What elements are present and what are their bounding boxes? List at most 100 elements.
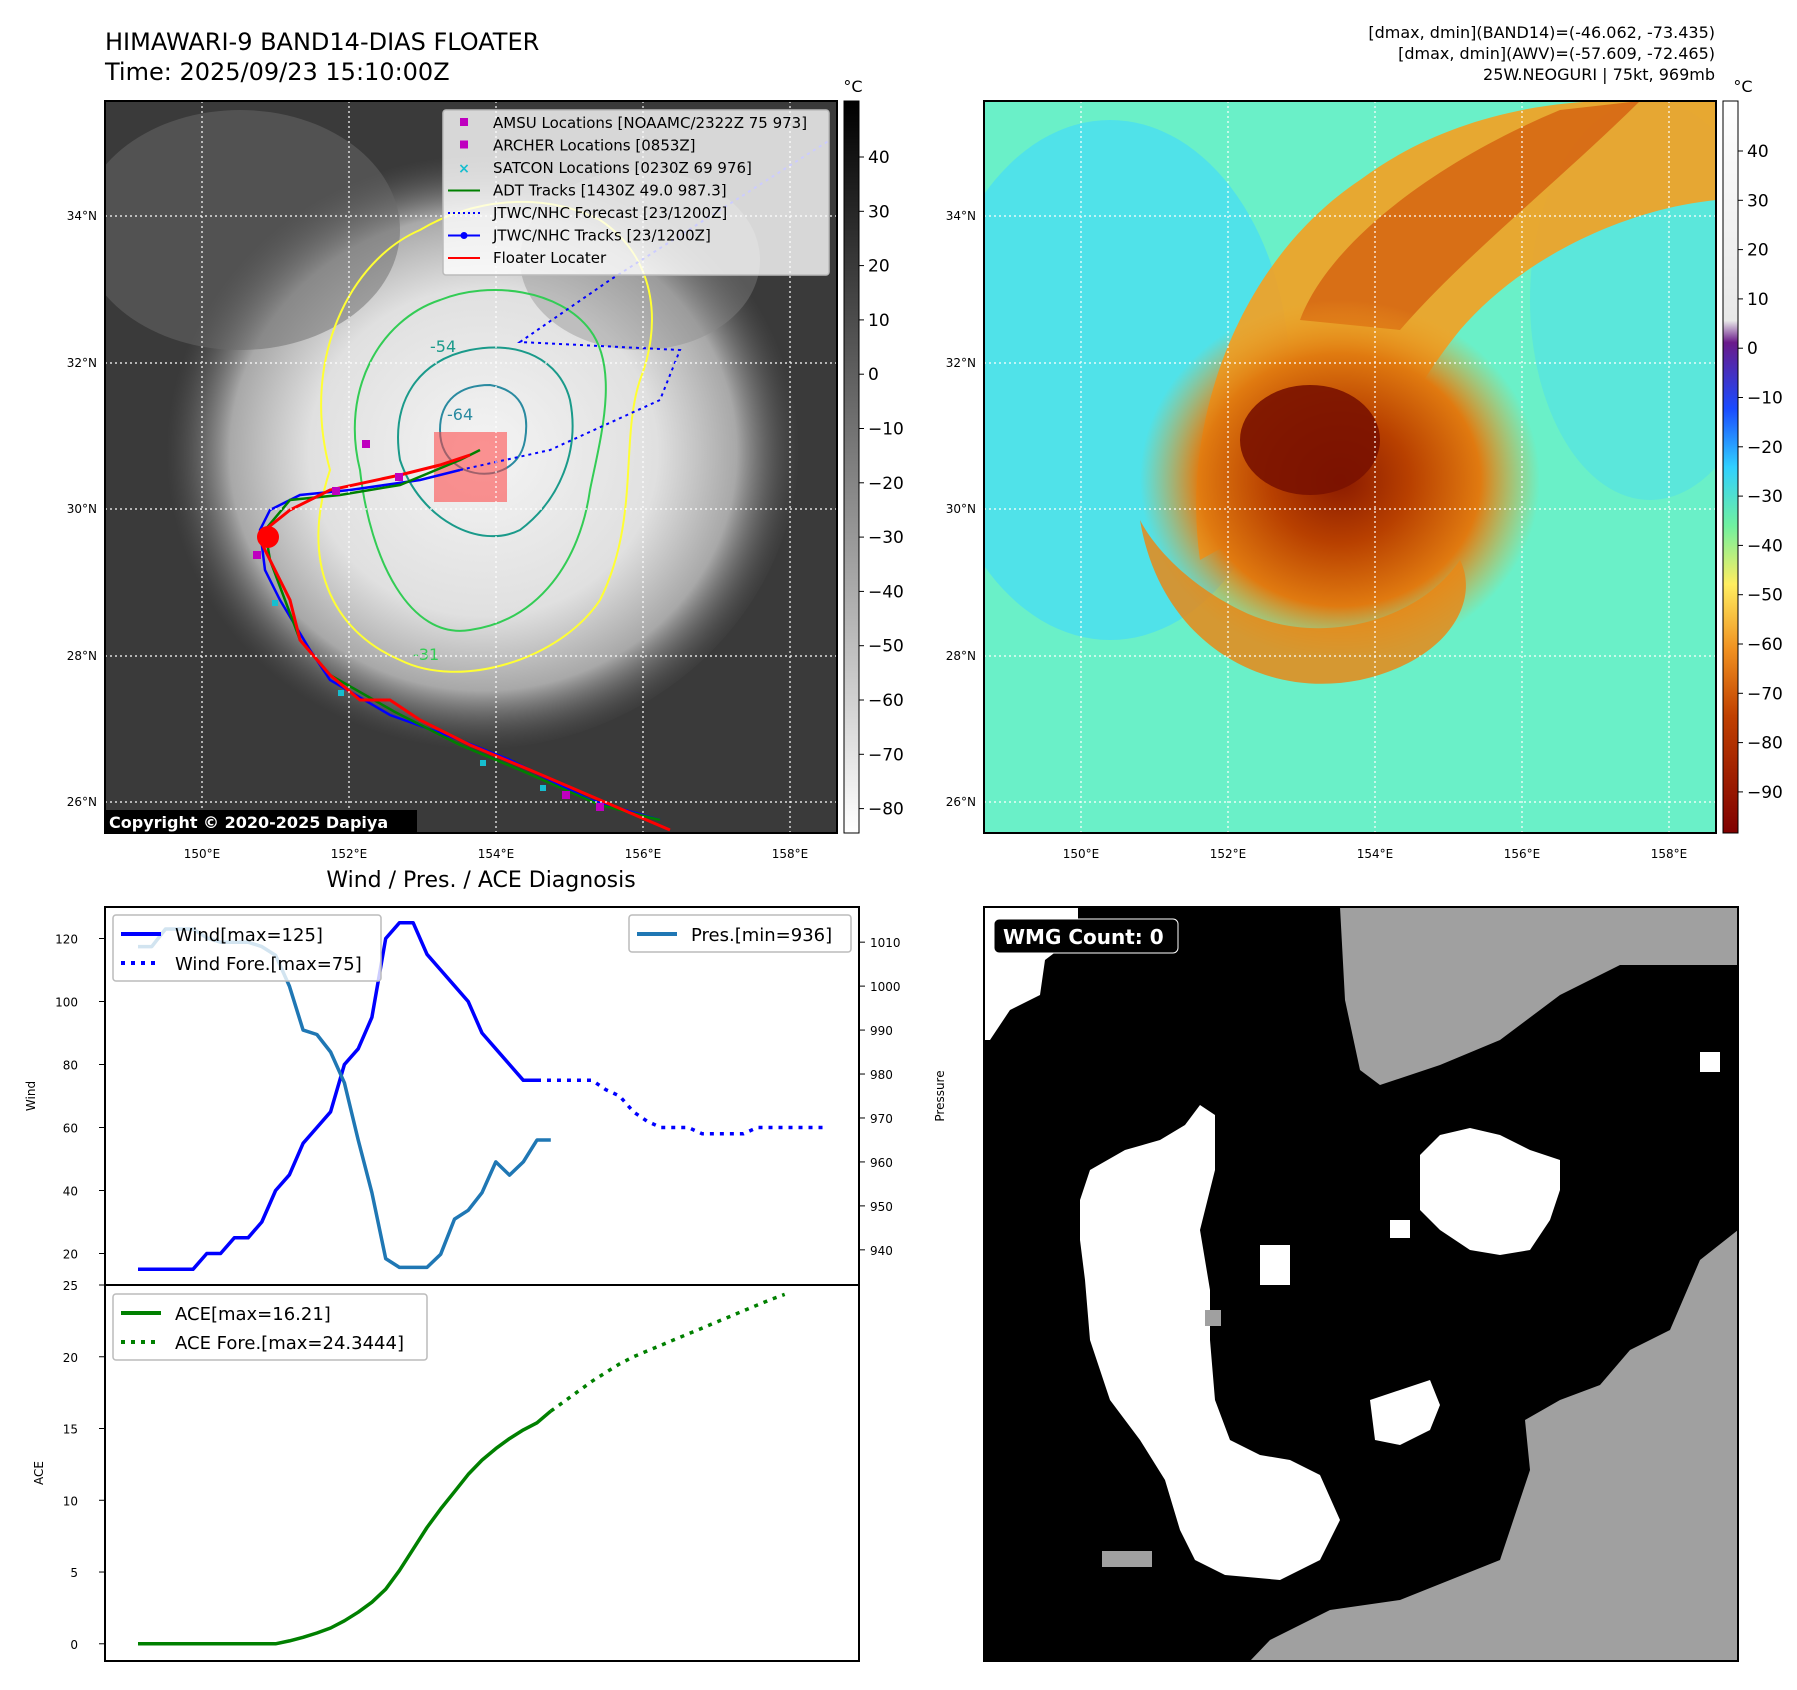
lon-tick-label: 150°E <box>184 847 221 861</box>
info-storm: 25W.NEOGURI | 75kt, 969mb <box>1483 65 1715 84</box>
awv-colorbar <box>1722 100 1739 834</box>
lon-tick-label: 152°E <box>1210 847 1247 861</box>
wmg-white-mid <box>1370 1380 1440 1445</box>
colorbar-tick-label: 0 <box>868 365 879 385</box>
colorbar-tick-label: −20 <box>1747 438 1783 458</box>
series-line <box>549 1292 786 1413</box>
lat-tick-label: 32°N <box>946 356 976 370</box>
colorbar-tick-label: −30 <box>1747 487 1783 507</box>
y-tick-label: 0 <box>70 1638 78 1652</box>
lon-tick-label: 156°E <box>625 847 662 861</box>
y-tick-label: 80 <box>63 1059 78 1073</box>
ace-panel: 25 20 15 10 5 0 ACE ACE[max=16.21] ACE Fore.[… <box>32 1279 860 1662</box>
ir-legend-item: AMSU Locations [NOAAMC/2322Z 75 973] <box>460 114 807 132</box>
ir-map-panel: -54 -64 -31 34°N32°N30°N28°N26°N 150°E 15… <box>67 77 904 861</box>
legend-pressure: Pres.[min=936] <box>691 925 832 946</box>
colorbar-tick-label: −20 <box>868 474 904 494</box>
lon-tick-label: 156°E <box>1504 847 1541 861</box>
pressure-legend: Pres.[min=936] <box>628 914 852 953</box>
lat-tick-label: 26°N <box>946 795 976 809</box>
info-band14: [dmax, dmin](BAND14)=(-46.062, -73.435) <box>1368 23 1715 42</box>
ir-legend-label: ADT Tracks [1430Z 49.0 987.3] <box>493 182 727 200</box>
lat-tick-label: 26°N <box>67 795 97 809</box>
legend-wind-fore: Wind Fore.[max=75] <box>175 954 362 975</box>
figure-title: HIMAWARI-9 BAND14-DIAS FLOATER <box>105 28 539 56</box>
y-tick-label: 40 <box>63 1185 78 1199</box>
y-tick-label: 970 <box>870 1112 893 1126</box>
colorbar-tick-label: 30 <box>868 202 890 222</box>
contour-label-b: -64 <box>447 405 473 424</box>
ir-legend-label: JTWC/NHC Tracks [23/1200Z] <box>492 227 711 245</box>
y-tick-label: 100 <box>55 996 78 1010</box>
awv-map-gridlines <box>984 101 1716 833</box>
colorbar-tick-label: 20 <box>868 257 890 277</box>
legend-wind: Wind[max=125] <box>175 925 323 946</box>
wind-legend: Wind[max=125] Wind Fore.[max=75] <box>112 914 382 982</box>
ir-legend-item: JTWC/NHC Tracks [23/1200Z] <box>448 227 711 245</box>
ir-colorbar <box>843 100 860 834</box>
adt-track <box>263 448 661 822</box>
y-tick-label: 1010 <box>870 936 901 950</box>
y-tick-label: 960 <box>870 1156 893 1170</box>
copyright-box <box>105 810 417 833</box>
lat-tick-label: 30°N <box>946 502 976 516</box>
ir-legend-label: Floater Locater <box>493 249 607 267</box>
lon-tick-label: 154°E <box>1357 847 1394 861</box>
colorbar-tick-label: −10 <box>868 420 904 440</box>
ace-axis-ticks: 25 20 15 10 5 0 <box>63 1279 105 1652</box>
diagnosis-title: Wind / Pres. / ACE Diagnosis <box>326 868 635 893</box>
awv-colorbar-ticks: 40 30 20 10 0 −10 −20 −30 −40 −50 −60 −70 −80 −90 <box>1738 142 1783 803</box>
lon-tick-label: 158°E <box>1651 847 1688 861</box>
colorbar-tick-label: 40 <box>868 148 890 168</box>
colorbar-tick-label: −40 <box>1747 536 1783 556</box>
ir-lat-labels: 34°N 32°N 30°N 28°N 26°N <box>67 209 97 809</box>
ir-legend-item: × SATCON Locations [0230Z 69 976] <box>458 159 752 177</box>
colorbar-tick-label: 30 <box>1747 191 1769 211</box>
y-tick-label: 5 <box>70 1566 78 1580</box>
pressure-axis-ticks: 1010 1000 990 980 970 960 950 940 <box>859 936 901 1258</box>
ir-lon-labels: 150°E 152°E 154°E 156°E 158°E <box>184 847 809 861</box>
wmg-count-box <box>993 918 1179 954</box>
y-tick-label: 120 <box>55 933 78 947</box>
ir-legend-item: ADT Tracks [1430Z 49.0 987.3] <box>448 182 727 200</box>
colorbar-tick-label: 0 <box>1747 339 1758 359</box>
ace-series <box>138 1292 786 1646</box>
jtwc-forecast-track <box>459 139 831 471</box>
y-tick-label: 940 <box>870 1244 893 1258</box>
lon-tick-label: 152°E <box>331 847 368 861</box>
wmg-white-right <box>1420 1128 1560 1255</box>
series-line <box>138 921 537 1272</box>
pressure-axis-label: Pressure <box>933 1070 947 1121</box>
ir-colorbar-ticks: 40 30 20 10 0 −10 −20 −30 −40 −50 −60 −70 −80 <box>859 148 904 820</box>
colorbar-tick-label: −60 <box>1747 635 1783 655</box>
colorbar-tick-label: −40 <box>868 582 904 602</box>
ir-legend-label: AMSU Locations [NOAAMC/2322Z 75 973] <box>493 114 807 132</box>
lat-tick-label: 28°N <box>67 649 97 663</box>
awv-colorbar-unit: °C <box>1733 77 1752 96</box>
lon-tick-label: 158°E <box>772 847 809 861</box>
ace-axis-label: ACE <box>32 1461 46 1485</box>
y-tick-label: 20 <box>63 1351 78 1365</box>
contour-label-c: -31 <box>413 645 439 664</box>
wmg-panel: WMG Count: 0 <box>983 906 1739 1662</box>
series-line <box>537 1078 826 1136</box>
colorbar-tick-label: −10 <box>1747 389 1783 409</box>
info-awv: [dmax, dmin](AWV)=(-57.609, -72.465) <box>1398 44 1715 63</box>
lat-tick-label: 28°N <box>946 649 976 663</box>
colorbar-tick-label: −50 <box>1747 586 1783 606</box>
ir-legend-label: JTWC/NHC Forecast [23/1200Z] <box>492 204 727 222</box>
colorbar-tick-label: −80 <box>868 800 904 820</box>
y-tick-label: 25 <box>63 1279 78 1293</box>
colorbar-tick-label: 10 <box>1747 290 1769 310</box>
wmg-white-main <box>1080 1105 1340 1580</box>
satcon-markers <box>272 600 546 791</box>
wind-axis-label: Wind <box>24 1081 38 1111</box>
ir-contour-teal <box>397 346 574 538</box>
y-tick-label: 15 <box>63 1423 78 1437</box>
ir-contour-green <box>353 289 607 632</box>
colorbar-tick-label: 40 <box>1747 142 1769 162</box>
y-tick-label: 1000 <box>870 980 901 994</box>
series-line <box>138 1409 552 1646</box>
ir-legend-item: JTWC/NHC Forecast [23/1200Z] <box>448 204 727 222</box>
